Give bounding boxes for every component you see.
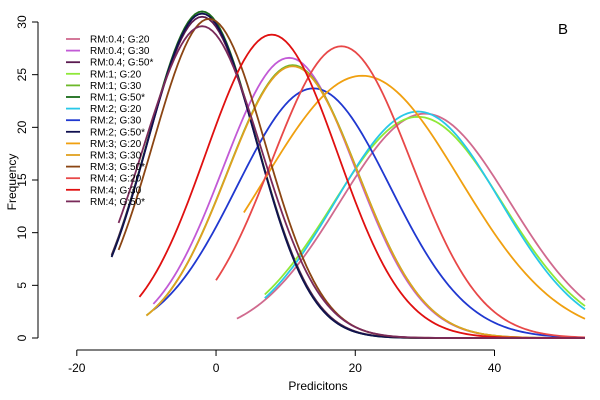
y-tick-label: 5 <box>15 282 29 289</box>
series-line-5 <box>145 64 586 339</box>
y-axis-label: Frequency <box>5 154 19 211</box>
legend-label: RM:4; G:20 <box>90 174 142 185</box>
series-line-15 <box>117 25 585 339</box>
series-line-9 <box>110 12 585 339</box>
series-line-13 <box>215 45 586 339</box>
series-line-8 <box>152 87 586 339</box>
legend-label: RM:2; G:20 <box>90 104 142 115</box>
legend-label: RM:1; G:50* <box>90 93 145 104</box>
x-axis-label: Predicitons <box>288 379 347 393</box>
x-tick-label: -20 <box>68 361 86 375</box>
y-tick-label: 0 <box>15 334 29 341</box>
legend-label: RM:3; G:30 <box>90 151 142 162</box>
y-tick-label: 10 <box>15 226 29 240</box>
legend-label: RM:4; G:30 <box>90 185 142 196</box>
series-line-4 <box>264 115 586 307</box>
legend-label: RM:2; G:30 <box>90 116 142 127</box>
legend-label: RM:0.4; G:30 <box>90 46 150 57</box>
legend-label: RM:4; G:50* <box>90 197 145 208</box>
series-line-10 <box>243 74 586 320</box>
legend-label: RM:2; G:50* <box>90 127 145 138</box>
axes: -20 0 20 40 0 5 10 15 20 25 30 <box>15 15 501 375</box>
legend-label: RM:0.4; G:20 <box>90 35 150 46</box>
series-line-12 <box>117 17 585 339</box>
legend-label: RM:3; G:20 <box>90 139 142 150</box>
x-tick-label: 20 <box>349 361 363 375</box>
legend-label: RM:0.4; G:50* <box>90 58 153 69</box>
curves <box>110 10 586 339</box>
y-tick-label: 25 <box>15 68 29 82</box>
series-line-3 <box>110 15 585 339</box>
series-line-11 <box>145 65 586 339</box>
legend-label: RM:1; G:30 <box>90 81 142 92</box>
series-line-6 <box>110 10 585 339</box>
panel-label: B <box>558 21 568 38</box>
legend-label: RM:1; G:20 <box>90 69 142 80</box>
x-tick-label: 0 <box>213 361 220 375</box>
y-tick-label: 15 <box>15 173 29 187</box>
x-tick-label: 40 <box>488 361 502 375</box>
series-line-7 <box>264 110 586 311</box>
legend-label: RM:3; G:50* <box>90 162 145 173</box>
y-tick-label: 20 <box>15 120 29 134</box>
y-tick-label: 30 <box>15 15 29 29</box>
